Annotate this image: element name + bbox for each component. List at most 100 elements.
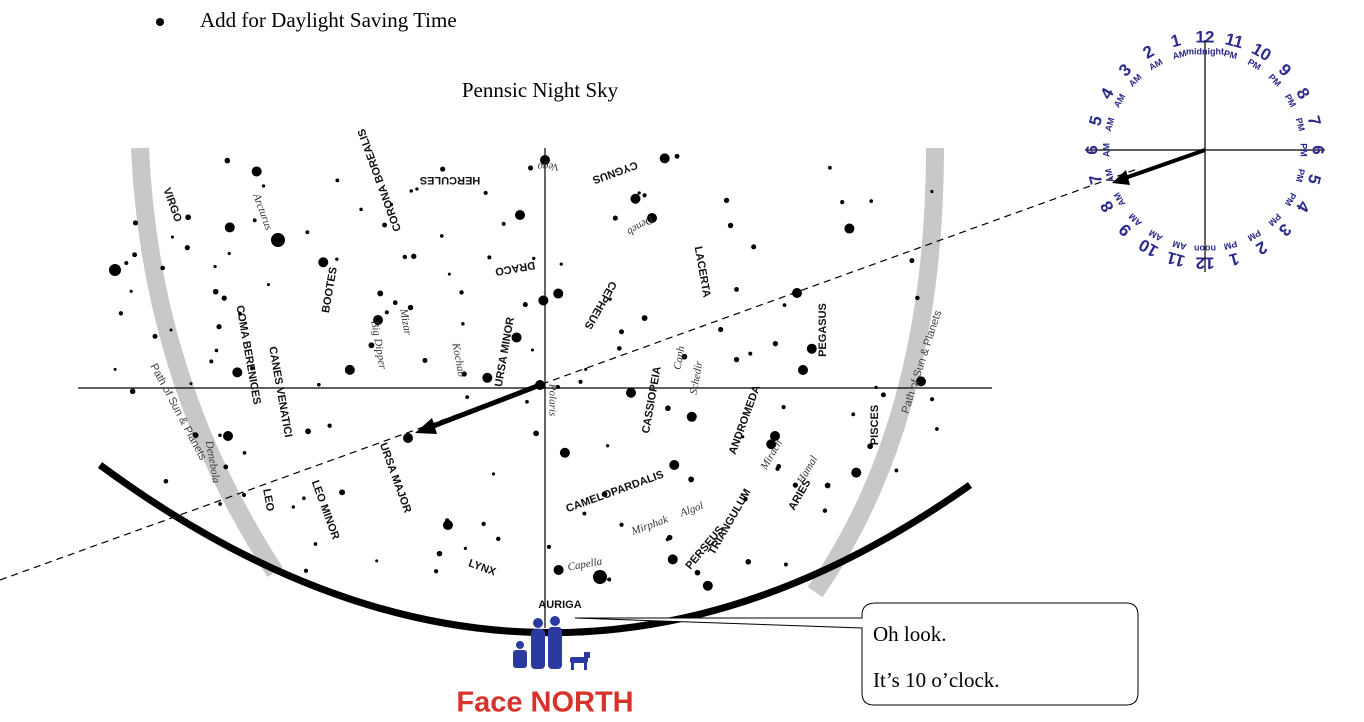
star [532, 256, 536, 261]
star [664, 405, 671, 412]
star [459, 290, 464, 295]
star [209, 359, 214, 364]
star [533, 430, 539, 437]
clock-hour: 6 [1082, 145, 1101, 154]
star [303, 568, 309, 573]
star [242, 451, 247, 455]
star [389, 202, 394, 207]
sky-map: VIRGO BOOTES CORONA BOREALIS HERCULES DRACO C… [78, 127, 992, 637]
arrow [1124, 148, 1206, 180]
star [302, 496, 306, 501]
star [252, 218, 257, 223]
star [775, 466, 780, 471]
star [935, 427, 939, 431]
star [368, 342, 375, 349]
star [392, 300, 398, 306]
star [223, 464, 229, 470]
constellation-label: COMA BERENICES [233, 304, 262, 405]
star [734, 286, 739, 292]
star [344, 364, 355, 375]
star [224, 222, 235, 233]
star [415, 187, 419, 191]
star [601, 491, 608, 498]
clock-period: AM [1101, 143, 1111, 157]
star [442, 520, 453, 531]
star [511, 332, 522, 343]
star [335, 257, 339, 261]
star [642, 193, 647, 198]
constellation-label: CEPHEUS [582, 279, 619, 331]
star-label: Polaris [546, 383, 558, 416]
star-label: Arcturus [250, 191, 275, 232]
constellation-label: LYNX [467, 557, 498, 578]
clock-period: PM [1294, 168, 1307, 184]
constellation-label: PISCES [869, 405, 881, 445]
star [625, 387, 636, 398]
ecliptic-band [131, 147, 283, 577]
constellation-label: CASSIOPEIA [640, 365, 664, 434]
clock-hour: 11 [1165, 248, 1187, 271]
clock-hour: 12 [1196, 27, 1215, 46]
star [619, 329, 624, 335]
star [481, 521, 486, 527]
star [487, 255, 492, 260]
star [605, 444, 610, 448]
star [224, 157, 231, 164]
star [822, 508, 828, 513]
constellation-label: AURIGA [538, 599, 581, 611]
star [824, 482, 831, 489]
star [266, 283, 270, 287]
star [461, 371, 467, 377]
star [491, 472, 496, 476]
star [439, 234, 444, 238]
star [185, 214, 192, 221]
callout-line: It’s 10 o’clock. [873, 668, 1000, 692]
star [915, 376, 926, 387]
bullet-dot [156, 18, 164, 26]
star [515, 210, 525, 220]
star [382, 222, 388, 228]
clock-hour: 5 [1085, 114, 1106, 128]
star [647, 213, 657, 223]
star [827, 165, 832, 170]
star-label: Mirphak [629, 513, 671, 538]
clock-hour: 6 [1309, 145, 1328, 154]
star [384, 310, 389, 315]
star [377, 290, 384, 297]
star [317, 382, 321, 387]
constellation-label: LACERTA [692, 245, 713, 298]
star-label: Hamal [794, 454, 820, 487]
clock-hour: 7 [1304, 114, 1325, 128]
star [216, 324, 222, 330]
star [339, 489, 346, 496]
star [783, 562, 788, 567]
star [667, 554, 678, 565]
star [251, 166, 262, 177]
star [751, 244, 757, 250]
star [702, 580, 713, 591]
clock-period: midnight [1186, 46, 1224, 56]
star [909, 258, 915, 264]
star [546, 544, 551, 549]
star-label: Algol [678, 500, 705, 520]
star [798, 365, 808, 375]
star [528, 165, 534, 171]
star [525, 399, 529, 404]
star [463, 546, 468, 551]
star [261, 184, 266, 188]
star-label: Mizar [397, 307, 414, 337]
star [271, 233, 285, 247]
star [238, 311, 242, 316]
star [118, 311, 124, 316]
star [874, 385, 878, 390]
star [501, 221, 506, 226]
clock-hour: 11 [1223, 29, 1245, 52]
star [659, 153, 670, 164]
star [686, 411, 697, 422]
star [223, 431, 233, 441]
star [313, 542, 318, 546]
star [674, 153, 680, 159]
star [718, 326, 724, 333]
star [163, 478, 169, 484]
star [559, 262, 563, 266]
